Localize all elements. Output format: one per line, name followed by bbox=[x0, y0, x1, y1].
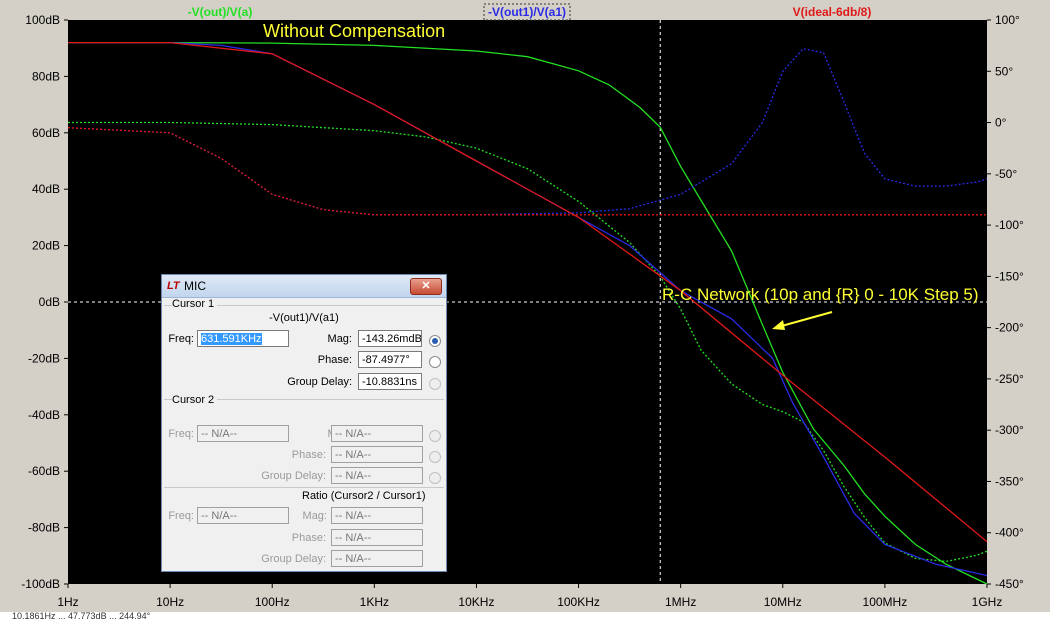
cursor1-group: Cursor 1 -V(out1)/V(a1) Freq: 631.591KHz… bbox=[164, 298, 444, 402]
y2-tick-label: 0° bbox=[995, 116, 1007, 130]
series-line-5 bbox=[67, 127, 987, 216]
series-line-1 bbox=[68, 121, 988, 563]
cursor1-delay-radio[interactable] bbox=[429, 378, 441, 390]
y-tick-label: -60dB bbox=[28, 464, 60, 478]
y-axis-left: 100dB 80dB 60dB 40dB 20dB 0dB -20dB -40dB -60dB -… bbox=[21, 13, 68, 591]
y-tick-label: -40dB bbox=[28, 408, 60, 422]
cursor1-trace: -V(out1)/V(a1) bbox=[269, 312, 339, 324]
y2-tick-label: 50° bbox=[995, 64, 1013, 78]
ratio-label: Ratio (Cursor2 / Cursor1) bbox=[302, 490, 426, 502]
annotation-without-compensation: Without Compensation bbox=[263, 21, 445, 41]
cursor1-mag-radio[interactable] bbox=[429, 335, 441, 347]
x-tick-label: 100MHz bbox=[863, 595, 908, 609]
annotations: Without Compensation R-C Network (10p and… bbox=[263, 21, 979, 330]
cursor1-phase-field[interactable]: -87.4977° bbox=[358, 351, 422, 368]
x-tick-label: 1MHz bbox=[665, 595, 696, 609]
x-tick-label: 1GHz bbox=[972, 595, 1003, 609]
cursor2-delay-radio[interactable] bbox=[429, 472, 441, 484]
cursor-dialog[interactable]: LT MIC ✕ Cursor 1 -V(out1)/V(a1) Freq: 6… bbox=[161, 274, 447, 572]
cursor2-mag-radio[interactable] bbox=[429, 430, 441, 442]
y2-tick-label: -150° bbox=[995, 269, 1024, 283]
trace-titles: -V(out)/V(a) -V(out1)/V(a1) V(ideal-6db/8) bbox=[188, 3, 872, 21]
y2-tick-label: -400° bbox=[995, 526, 1024, 540]
cursor1-freq-field[interactable]: 631.591KHz bbox=[197, 330, 289, 347]
cursor1-freq-label: Freq: bbox=[168, 333, 194, 345]
x-tick-label: 100Hz bbox=[255, 595, 290, 609]
traces bbox=[67, 41, 988, 585]
y-tick-label: 40dB bbox=[32, 182, 60, 196]
cursor1-mag-label: Mag: bbox=[327, 333, 352, 345]
cursor2-delay-field[interactable]: -- N/A-- bbox=[331, 467, 423, 484]
ratio-group: Ratio (Cursor2 / Cursor1) Freq: -- N/A--… bbox=[164, 487, 444, 570]
cursor2-delay-label: Group Delay: bbox=[261, 470, 326, 482]
ratio-freq-label: Freq: bbox=[168, 510, 194, 522]
y-tick-label: 100dB bbox=[25, 13, 60, 27]
cursor1-phase-radio[interactable] bbox=[429, 356, 441, 368]
status-bar: 10.1861Hz ... 47.773dB ... 244.94° bbox=[0, 612, 1050, 620]
y-tick-label: 20dB bbox=[32, 239, 60, 253]
cursor1-delay-label: Group Delay: bbox=[287, 376, 352, 388]
y-tick-label: -80dB bbox=[28, 521, 60, 535]
cursor2-phase-field[interactable]: -- N/A-- bbox=[331, 446, 423, 463]
x-axis: 1Hz 10Hz 100Hz 1KHz 10KHz 100KHz 1MHz 10MHz 100M… bbox=[57, 584, 1002, 609]
ratio-delay-field[interactable]: -- N/A-- bbox=[331, 550, 423, 567]
selected-trace-box bbox=[483, 3, 571, 21]
y2-tick-label: -250° bbox=[995, 372, 1024, 386]
series-line-4 bbox=[68, 41, 988, 543]
grid bbox=[68, 20, 987, 584]
trace-title-2: V(ideal-6db/8) bbox=[793, 5, 872, 19]
y2-tick-label: -100° bbox=[995, 218, 1024, 232]
y-tick-label: 80dB bbox=[32, 69, 60, 83]
y-tick-label: 60dB bbox=[32, 126, 60, 140]
x-tick-label: 1Hz bbox=[57, 595, 78, 609]
ratio-mag-label: Mag: bbox=[302, 510, 327, 522]
y-axis-right: 100° 50° 0° -50° -100° -150° -200° -250° -300° -3… bbox=[987, 13, 1024, 591]
ratio-mag-field[interactable]: -- N/A-- bbox=[331, 507, 423, 524]
y2-tick-label: 100° bbox=[995, 13, 1020, 27]
series-line-0 bbox=[68, 41, 988, 585]
y-tick-label: -100dB bbox=[21, 577, 60, 591]
annotation-arrowhead bbox=[772, 320, 785, 330]
x-tick-label: 100KHz bbox=[557, 595, 600, 609]
cursor2-mag-field[interactable]: -- N/A-- bbox=[331, 425, 423, 442]
y2-tick-label: -350° bbox=[995, 474, 1024, 488]
cursor2-freq-label: Freq: bbox=[168, 428, 194, 440]
close-button[interactable]: ✕ bbox=[410, 278, 442, 295]
y-tick-label: 0dB bbox=[39, 295, 60, 309]
x-tick-label: 1KHz bbox=[360, 595, 389, 609]
trace-title-0: -V(out)/V(a) bbox=[188, 5, 253, 19]
annotation-arrow bbox=[777, 311, 833, 328]
dialog-titlebar[interactable]: LT MIC ✕ bbox=[162, 275, 446, 298]
cursor2-label: Cursor 2 bbox=[172, 394, 218, 406]
cursor2-phase-label: Phase: bbox=[291, 449, 326, 461]
cursor1-mag-field[interactable]: -143.26mdB bbox=[358, 330, 422, 347]
annotation-rc-network: R-C Network (10p and {R} 0 - 10K Step 5) bbox=[662, 285, 979, 304]
status-text: 10.1861Hz ... 47.773dB ... 244.94° bbox=[12, 612, 151, 620]
x-tick-label: 10KHz bbox=[458, 595, 494, 609]
trace-title-1: -V(out1)/V(a1) bbox=[488, 5, 566, 19]
ratio-freq-field[interactable]: -- N/A-- bbox=[197, 507, 289, 524]
ltspice-logo-icon: LT bbox=[167, 280, 180, 292]
ratio-phase-field[interactable]: -- N/A-- bbox=[331, 529, 423, 546]
dialog-title: MIC bbox=[184, 279, 206, 293]
cursor2-freq-field[interactable]: -- N/A-- bbox=[197, 425, 289, 442]
y-tick-label: -20dB bbox=[28, 351, 60, 365]
x-tick-label: 10Hz bbox=[156, 595, 184, 609]
cursor2-group: Cursor 2 Freq: -- N/A-- Mag: -- N/A-- Ph… bbox=[164, 394, 444, 490]
cursor2-phase-radio[interactable] bbox=[429, 451, 441, 463]
y2-tick-label: -200° bbox=[995, 321, 1024, 335]
cursor1-label: Cursor 1 bbox=[172, 298, 218, 310]
ratio-delay-label: Group Delay: bbox=[261, 553, 326, 565]
x-tick-label: 10MHz bbox=[764, 595, 802, 609]
cursor1-phase-label: Phase: bbox=[317, 354, 352, 366]
y2-tick-label: -300° bbox=[995, 423, 1024, 437]
y2-tick-label: -450° bbox=[995, 577, 1024, 591]
cursor1-delay-field[interactable]: -10.8831ns bbox=[358, 373, 422, 390]
ratio-phase-label: Phase: bbox=[291, 532, 326, 544]
y2-tick-label: -50° bbox=[995, 167, 1017, 181]
